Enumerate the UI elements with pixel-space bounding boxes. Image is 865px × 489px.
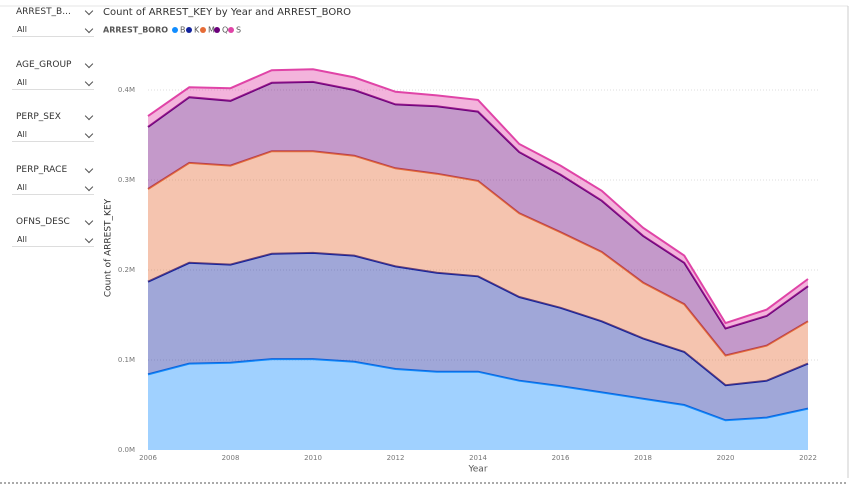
area xyxy=(148,359,808,450)
slicer-label: ARREST_B... xyxy=(12,5,94,19)
slicer: PERP_RACE All xyxy=(12,163,94,195)
x-tick-label: 2006 xyxy=(139,454,157,462)
y-tick-label: 0.3M xyxy=(118,176,135,184)
slicer-label-text: AGE_GROUP xyxy=(16,59,72,70)
y-tick-label: 0.2M xyxy=(118,266,135,274)
slicer-label-text: PERP_SEX xyxy=(16,112,61,122)
slicer: OFNS_DESC All xyxy=(12,215,94,247)
chart-title: Count of ARREST_KEY by Year and ARREST_B… xyxy=(103,7,351,18)
slicer-label-text: PERP_RACE xyxy=(16,164,68,175)
slicer: AGE_GROUP All xyxy=(12,58,94,90)
x-tick-label: 2008 xyxy=(222,454,240,462)
slicer-dropdown-text: All xyxy=(17,77,27,87)
legend-label: M xyxy=(208,26,215,35)
legend-label: Q xyxy=(222,26,228,35)
slicer-dropdown[interactable]: All xyxy=(12,233,94,247)
y-tick-label: 0.0M xyxy=(118,446,135,454)
slicer-label: PERP_RACE xyxy=(12,163,94,177)
slicer-label: OFNS_DESC xyxy=(12,215,94,229)
slicer-label: PERP_SEX xyxy=(12,110,94,124)
x-tick-label: 2014 xyxy=(469,454,487,462)
legend-label: S xyxy=(236,26,241,35)
slicer: PERP_SEX All xyxy=(12,110,94,142)
x-tick-label: 2018 xyxy=(634,454,652,462)
slicer-dropdown[interactable]: All xyxy=(12,181,94,195)
area-line xyxy=(147,80,809,330)
x-axis-label: Year xyxy=(467,465,487,475)
slicer: ARREST_B... All xyxy=(12,5,94,37)
area-line xyxy=(147,251,809,387)
slicer-dropdown-text: All xyxy=(17,182,27,192)
legend-marker xyxy=(186,27,192,33)
legend-marker xyxy=(228,27,234,33)
area xyxy=(148,69,808,329)
area xyxy=(148,252,808,421)
slicer-dropdown[interactable]: All xyxy=(12,23,94,37)
legend-marker xyxy=(214,27,220,33)
slicer-dropdown[interactable]: All xyxy=(12,128,94,142)
legend-marker xyxy=(200,27,206,33)
x-tick-label: 2012 xyxy=(387,454,405,462)
slicer-dropdown[interactable]: All xyxy=(12,76,94,90)
legend-marker xyxy=(172,27,178,33)
slicer-dropdown-text: All xyxy=(17,235,27,244)
area xyxy=(148,81,808,356)
slicer-label-text: OFNS_DESC xyxy=(16,217,70,227)
x-tick-label: 2010 xyxy=(304,454,322,462)
legend-label: K xyxy=(194,26,200,35)
y-axis-label: Count of ARREST_KEY xyxy=(104,198,114,297)
x-tick-label: 2016 xyxy=(552,454,570,462)
slicer-dropdown-text: All xyxy=(17,130,27,139)
y-tick-label: 0.4M xyxy=(118,86,135,94)
x-tick-label: 2020 xyxy=(717,454,735,462)
slicer-label-text: ARREST_B... xyxy=(16,7,71,17)
slicer-dropdown-text: All xyxy=(17,25,27,34)
area xyxy=(148,151,808,386)
area-line xyxy=(147,150,809,357)
x-tick-label: 2022 xyxy=(799,454,817,462)
area-line xyxy=(147,358,809,422)
legend-label: B xyxy=(180,26,186,35)
area-line xyxy=(147,68,809,325)
slicer-label: AGE_GROUP xyxy=(12,58,94,72)
legend-title: ARREST_BORO xyxy=(103,26,168,35)
y-tick-label: 0.1M xyxy=(118,356,135,364)
